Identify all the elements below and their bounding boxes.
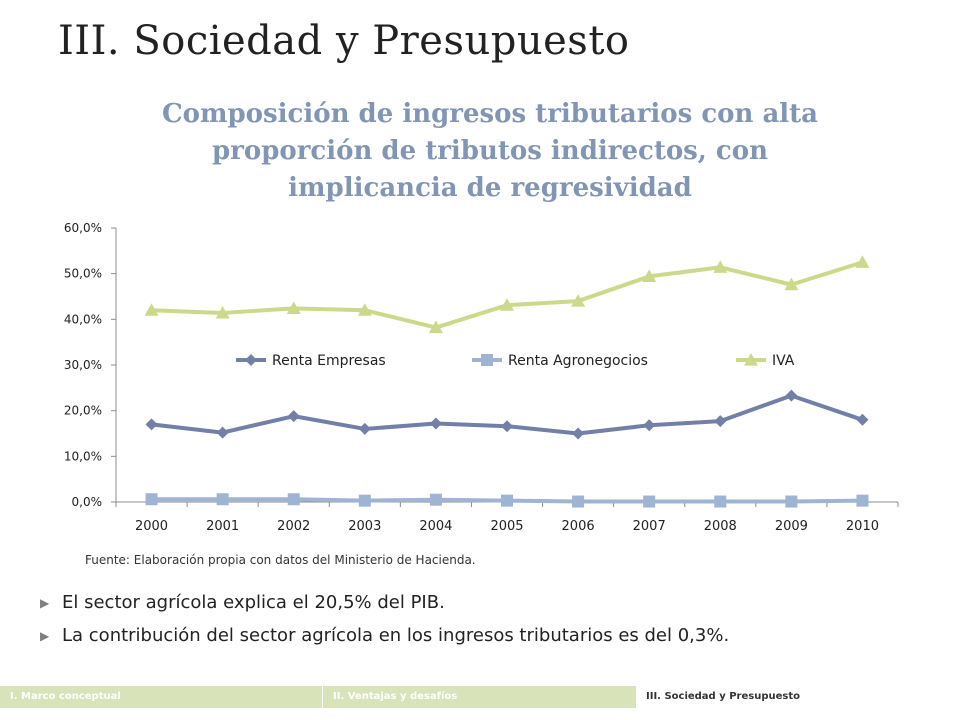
y-tick-label: 0,0%: [72, 495, 103, 509]
x-tick-label: 2008: [704, 519, 737, 534]
line-chart: 0,0% 10,0% 20,0% 30,0% 40,0% 50,0% 60,0% 2000 20…: [64, 221, 899, 534]
series-line-2: [151, 260, 864, 330]
data-point: [145, 418, 158, 431]
data-point: [571, 294, 586, 307]
x-tick-label: 2004: [419, 519, 452, 534]
y-tick-label: 50,0%: [64, 267, 102, 281]
footer-nav: I. Marco conceptual II. Ventajas y desaf…: [0, 686, 960, 708]
footer-tab-marco-conceptual[interactable]: I. Marco conceptual: [0, 686, 323, 708]
data-point: [572, 427, 585, 440]
y-tick-label: 30,0%: [64, 358, 102, 372]
data-point: [357, 303, 372, 316]
x-tick-label: 2010: [846, 519, 879, 534]
chart-heading: Composición de ingresos tributarios con …: [90, 96, 890, 207]
data-point: [856, 413, 869, 426]
data-point: [500, 298, 514, 311]
data-point: [144, 303, 159, 316]
bullet-text: La contribución del sector agrícola en l…: [62, 625, 730, 646]
data-point: [215, 305, 230, 319]
source-note: Fuente: Elaboración propia con datos del…: [85, 553, 476, 567]
data-point: [145, 493, 158, 506]
data-point: [429, 493, 442, 506]
x-tick-label: 2001: [206, 519, 239, 534]
legend-label: Renta Agronegocios: [508, 353, 648, 369]
legend-marker: [245, 354, 257, 366]
data-point: [572, 495, 585, 508]
triangle-right-icon: ▶: [40, 629, 50, 643]
data-point: [784, 277, 799, 291]
data-point: [287, 410, 300, 423]
data-point: [358, 494, 371, 507]
data-point: [216, 426, 229, 439]
data-point: [428, 320, 443, 334]
bullet-text: El sector agrícola explica el 20,5% del …: [62, 592, 445, 613]
y-tick-label: 40,0%: [64, 312, 102, 326]
data-point: [501, 420, 513, 433]
data-point: [643, 419, 656, 432]
data-point: [713, 260, 728, 273]
y-tick-label: 20,0%: [64, 404, 102, 418]
legend-marker: [481, 354, 493, 366]
y-tick-label: 60,0%: [64, 221, 102, 235]
x-tick-label: 2009: [775, 519, 808, 534]
bullet-list: ▶ El sector agrícola explica el 20,5% de…: [40, 592, 729, 658]
data-point: [785, 495, 798, 508]
footer-tab-sociedad-presupuesto[interactable]: III. Sociedad y Presupuesto: [636, 686, 960, 708]
legend-label: IVA: [772, 353, 795, 369]
data-point: [642, 269, 657, 283]
legend-marker: [744, 353, 758, 366]
data-point: [785, 389, 798, 402]
x-tick-label: 2007: [633, 519, 666, 534]
data-point: [501, 494, 513, 507]
data-point: [429, 417, 442, 430]
x-tick-label: 2005: [490, 519, 523, 534]
data-point: [714, 415, 727, 428]
y-tick-label: 10,0%: [64, 449, 102, 463]
bullet-item: ▶ La contribución del sector agrícola en…: [40, 625, 729, 646]
bullet-item: ▶ El sector agrícola explica el 20,5% de…: [40, 592, 729, 613]
chart-heading-line-2: proporción de tributos indirectos, con: [211, 136, 768, 166]
data-point: [287, 493, 300, 506]
data-point: [358, 422, 371, 435]
chart-heading-line-3: implicancia de regresividad: [288, 173, 692, 203]
data-point: [856, 494, 869, 507]
x-tick-label: 2003: [348, 519, 381, 534]
chart-heading-line-1: Composición de ingresos tributarios con …: [161, 99, 819, 129]
data-point: [216, 493, 229, 506]
data-point: [286, 301, 301, 314]
data-point: [643, 495, 656, 508]
legend-label: Renta Empresas: [272, 353, 386, 369]
footer-tab-ventajas-desafios[interactable]: II. Ventajas y desafíos: [323, 686, 636, 708]
data-point: [855, 255, 870, 268]
x-tick-label: 2000: [135, 519, 168, 534]
triangle-right-icon: ▶: [40, 596, 50, 610]
page-title: III. Sociedad y Presupuesto: [58, 18, 630, 64]
x-tick-label: 2006: [562, 519, 595, 534]
data-point: [714, 495, 727, 508]
x-tick-label: 2002: [277, 519, 310, 534]
